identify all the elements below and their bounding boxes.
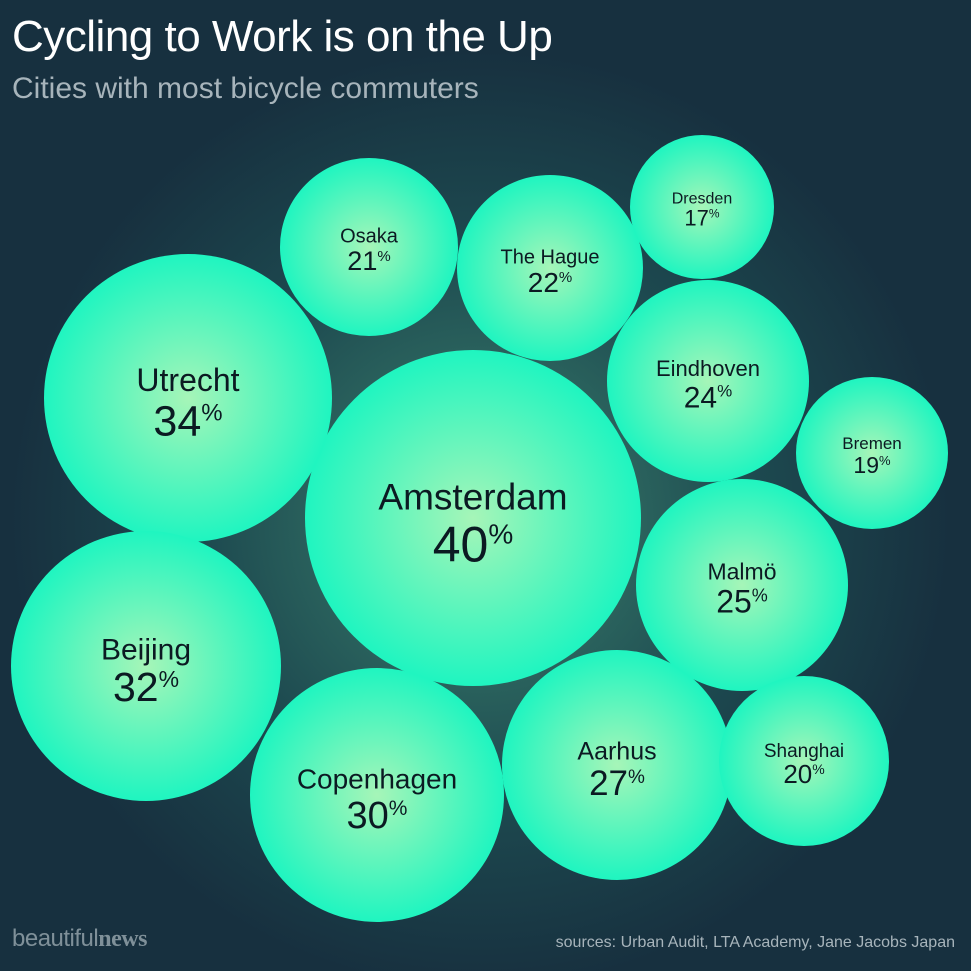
bubble-value-label: 19% — [853, 452, 891, 478]
brand-logo: beautifulnews — [12, 925, 147, 953]
bubble-unit: % — [717, 381, 732, 400]
bubble-unit: % — [752, 586, 768, 606]
bubble-circle — [44, 254, 332, 542]
bubble-circle — [250, 668, 504, 922]
bubble-circle — [796, 377, 948, 529]
bubble-value: 20 — [783, 759, 812, 789]
bubble-city-label: Shanghai — [764, 741, 844, 762]
bubble-value: 21 — [347, 246, 377, 276]
bubble-value: 30 — [347, 795, 389, 837]
bubble-value-label: 20% — [783, 759, 824, 789]
bubble-circle — [305, 350, 641, 686]
bubble-circle — [11, 531, 281, 801]
bubble-value-label: 25% — [716, 584, 768, 620]
brand-bold: news — [98, 926, 147, 952]
bubble-value-label: 27% — [589, 764, 645, 803]
bubble-circle — [607, 280, 809, 482]
bubble-value-label: 34% — [153, 397, 222, 445]
bubble-city-label: Osaka — [340, 226, 399, 248]
bubble-circle — [630, 135, 774, 279]
bubble-unit: % — [377, 248, 390, 265]
bubble-value-label: 30% — [347, 795, 408, 837]
bubble-value-label: 24% — [684, 381, 733, 414]
bubble-value: 40 — [433, 517, 489, 573]
bubble-unit: % — [559, 269, 572, 286]
bubble-value: 25 — [716, 584, 752, 620]
bubble-unit: % — [628, 767, 645, 788]
bubble-city-label: Malmö — [707, 559, 776, 585]
brand-light: beautiful — [12, 925, 99, 952]
chart-subtitle: Cities with most bicycle commuters — [12, 72, 479, 105]
bubble-city-label: Dresden — [672, 190, 732, 207]
bubble-value: 22 — [528, 267, 559, 298]
bubble-city-label: Aarhus — [577, 737, 656, 765]
bubble-value: 32 — [113, 664, 159, 710]
bubble-value-label: 32% — [113, 664, 179, 710]
sources-note: sources: Urban Audit, LTA Academy, Jane … — [555, 934, 955, 951]
bubble-city-label: Beijing — [101, 633, 191, 666]
bubble-value: 17 — [684, 206, 708, 231]
bubble-city-label: Amsterdam — [378, 477, 567, 518]
bubble-value: 34 — [153, 397, 201, 445]
bubble-value-label: 40% — [433, 517, 514, 573]
bubble-unit: % — [709, 207, 720, 221]
bubble-value: 27 — [589, 764, 628, 803]
bubble-city-label: Copenhagen — [297, 764, 457, 795]
bubble-circle — [636, 479, 848, 691]
chart-title: Cycling to Work is on the Up — [12, 12, 553, 61]
bubble-value-label: 21% — [347, 246, 390, 276]
bubble-unit: % — [201, 399, 222, 426]
bubble-city-label: Eindhoven — [656, 356, 760, 381]
bubble-city-label: The Hague — [501, 246, 600, 268]
bubble-value: 24 — [684, 381, 717, 414]
bubble-unit: % — [159, 666, 179, 692]
bubble-circle — [719, 676, 889, 846]
bubble-layer: Amsterdam40%Utrecht34%Beijing32%Copenhag… — [11, 135, 948, 922]
bubble-circle — [502, 650, 732, 880]
bubble-unit: % — [812, 761, 824, 777]
bubble-unit: % — [488, 519, 513, 550]
bubble-unit: % — [879, 453, 891, 468]
bubble-circle — [457, 175, 643, 361]
bubble-city-label: Bremen — [842, 434, 902, 453]
bubble-city-label: Utrecht — [136, 362, 239, 398]
bubble-circle — [280, 158, 458, 336]
bubble-value: 19 — [853, 452, 879, 478]
bubble-value-label: 22% — [528, 267, 573, 298]
bubble-value-label: 17% — [684, 206, 719, 231]
bubble-unit: % — [389, 797, 408, 820]
